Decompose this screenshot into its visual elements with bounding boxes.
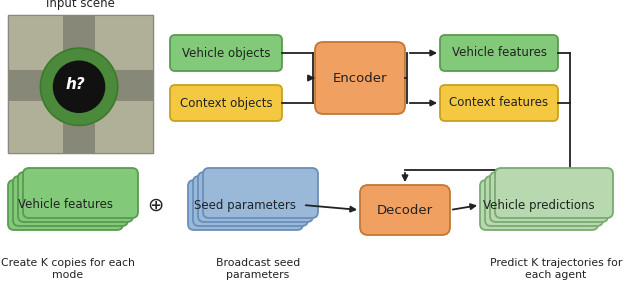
FancyBboxPatch shape	[193, 176, 308, 226]
Text: h?: h?	[65, 77, 85, 92]
FancyBboxPatch shape	[490, 172, 608, 222]
Text: Predict K trajectories for
each agent: Predict K trajectories for each agent	[490, 258, 622, 280]
Circle shape	[40, 48, 118, 125]
Text: ⊕: ⊕	[147, 195, 163, 215]
FancyBboxPatch shape	[188, 180, 303, 230]
FancyBboxPatch shape	[440, 85, 558, 121]
FancyBboxPatch shape	[13, 176, 128, 226]
FancyBboxPatch shape	[485, 176, 603, 226]
FancyBboxPatch shape	[495, 168, 613, 218]
FancyBboxPatch shape	[198, 172, 313, 222]
Text: Input scene: Input scene	[46, 0, 115, 10]
Text: Seed parameters: Seed parameters	[194, 198, 296, 212]
Text: Vehicle features: Vehicle features	[451, 46, 547, 60]
Bar	[8, 15, 153, 153]
FancyBboxPatch shape	[203, 168, 318, 218]
FancyBboxPatch shape	[360, 185, 450, 235]
Bar	[8, 70, 153, 100]
Bar	[8, 15, 153, 153]
Text: Vehicle features: Vehicle features	[17, 198, 113, 212]
Text: Encoder: Encoder	[333, 72, 387, 85]
Text: Context features: Context features	[449, 97, 548, 109]
Bar	[8, 15, 153, 153]
Text: Vehicle objects: Vehicle objects	[182, 46, 270, 60]
FancyBboxPatch shape	[170, 35, 282, 71]
Bar	[63, 15, 95, 153]
FancyBboxPatch shape	[480, 180, 598, 230]
Text: Vehicle predictions: Vehicle predictions	[483, 198, 595, 212]
Text: Create K copies for each
mode: Create K copies for each mode	[1, 258, 135, 280]
FancyBboxPatch shape	[23, 168, 138, 218]
Text: Context objects: Context objects	[180, 97, 272, 109]
Text: Broadcast seed
parameters: Broadcast seed parameters	[216, 258, 300, 280]
FancyBboxPatch shape	[8, 180, 123, 230]
FancyBboxPatch shape	[170, 85, 282, 121]
Circle shape	[52, 60, 106, 113]
Text: Decoder: Decoder	[377, 204, 433, 217]
FancyBboxPatch shape	[315, 42, 405, 114]
FancyBboxPatch shape	[18, 172, 133, 222]
FancyBboxPatch shape	[440, 35, 558, 71]
